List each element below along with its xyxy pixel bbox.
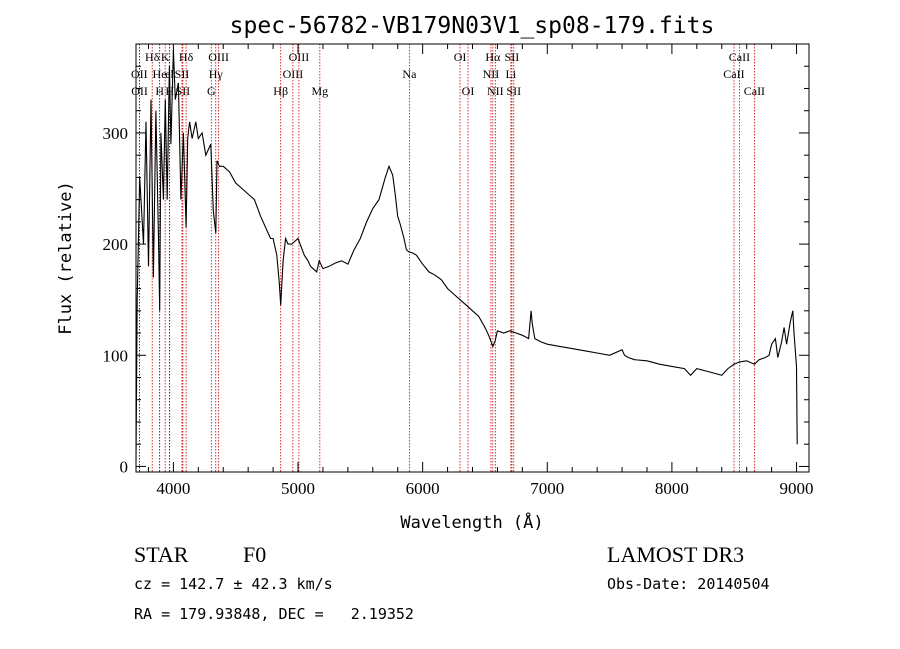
object-subclass: F0: [243, 542, 266, 567]
spectral-line-markers: [138, 44, 755, 472]
spectral-line-label: OIII: [289, 50, 310, 64]
x-axis-label: Wavelength (Å): [400, 511, 543, 533]
spectral-line-label: SII: [505, 50, 520, 64]
x-tick-label: 7000: [530, 479, 564, 498]
object-class: STAR: [134, 542, 189, 567]
obs-date: Obs-Date: 20140504: [607, 575, 770, 593]
chart-title: spec-56782-VB179N03V1_sp08-179.fits: [230, 13, 715, 39]
spectral-line-label: OII: [131, 84, 148, 98]
spectral-line-label: Hγ: [209, 67, 224, 81]
spectral-line-label: OIII: [283, 67, 304, 81]
x-tick-label: 9000: [780, 479, 814, 498]
spectral-line-label: NII: [487, 84, 504, 98]
x-axis-ticks: 4000 5000 6000 7000 8000 9000: [147, 44, 814, 498]
x-tick-label: 6000: [406, 479, 440, 498]
redshift-info: cz = 142.7 ± 42.3 km/s: [134, 575, 333, 593]
spectral-line-label: OIII: [208, 50, 229, 64]
spectrum-line: [135, 49, 798, 461]
spectral-line-label: Hδ: [145, 50, 160, 64]
y-axis-ticks: 0 100 200 300: [103, 65, 809, 476]
spectral-line-label: Li: [506, 67, 517, 81]
spectral-line-label: CaII: [723, 67, 744, 81]
y-tick-label: 100: [103, 346, 129, 365]
survey-name: LAMOST DR3: [607, 542, 744, 567]
spectral-line-label: OII: [131, 67, 148, 81]
spectral-line-label: Na: [402, 67, 417, 81]
spectral-line-label: Mg: [311, 84, 328, 98]
spectral-line-label: G: [207, 84, 216, 98]
y-tick-label: 0: [120, 457, 129, 476]
y-axis-label: Flux (relative): [56, 181, 76, 335]
spectral-line-label: Hδ: [179, 50, 194, 64]
spectral-line-label: He: [153, 67, 167, 81]
coordinates: RA = 179.93848, DEC = 2.19352: [134, 605, 414, 623]
spectral-line-label: CaII: [729, 50, 750, 64]
x-tick-label: 4000: [156, 479, 190, 498]
spectral-line-label: Hα: [485, 50, 501, 64]
spectral-line-label: NII: [483, 67, 500, 81]
spectral-line-label: SII: [506, 84, 521, 98]
spectral-line-label: K: [161, 50, 170, 64]
plot-frame: [135, 43, 810, 473]
spectral-line-label: CaII: [744, 84, 765, 98]
spectral-line-label: OI: [454, 50, 467, 64]
x-tick-label: 8000: [655, 479, 689, 498]
y-tick-label: 300: [103, 124, 129, 143]
spectral-line-label: Hβ: [273, 84, 288, 98]
spectral-line-label: OI: [462, 84, 475, 98]
spectral-line-label: SII: [175, 67, 190, 81]
spectral-line-label: H: [155, 84, 164, 98]
x-tick-label: 5000: [281, 479, 315, 498]
y-tick-label: 200: [103, 235, 129, 254]
